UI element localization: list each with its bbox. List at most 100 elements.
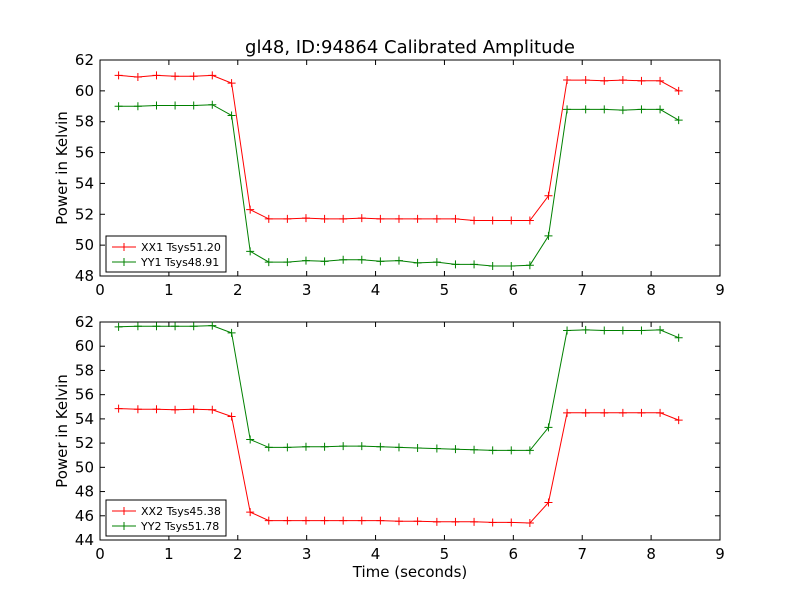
chart-title: gl48, ID:94864 Calibrated Amplitude — [245, 37, 575, 58]
data-point — [674, 416, 683, 425]
y-tick-label: 60 — [75, 82, 94, 100]
data-point — [470, 216, 479, 225]
data-point — [320, 257, 329, 266]
y-tick-label: 56 — [75, 144, 94, 162]
data-point — [339, 516, 348, 525]
data-point — [432, 444, 441, 453]
data-point — [525, 216, 534, 225]
data-point — [674, 116, 683, 125]
data-point — [451, 260, 460, 269]
data-point — [637, 326, 646, 335]
data-point — [618, 408, 627, 417]
data-point — [413, 214, 422, 223]
data-point — [227, 111, 236, 120]
data-point — [152, 101, 161, 110]
data-point — [171, 405, 180, 414]
data-point — [376, 257, 385, 266]
legend-box — [105, 235, 227, 273]
data-point — [600, 326, 609, 335]
data-point — [189, 405, 198, 414]
data-point — [227, 79, 236, 88]
data-point — [451, 517, 460, 526]
legend-marker — [120, 522, 128, 530]
data-point — [544, 191, 553, 200]
data-point — [152, 322, 161, 331]
data-point — [600, 105, 609, 114]
x-tick-label: 3 — [302, 281, 312, 299]
data-point — [152, 405, 161, 414]
y-tick-label: 46 — [75, 507, 94, 525]
data-point — [488, 216, 497, 225]
data-point — [227, 412, 236, 421]
legend-box — [105, 499, 227, 537]
data-point — [507, 446, 516, 455]
x-tick-label: 3 — [302, 545, 312, 563]
y-axis-label: Power in Kelvin — [53, 374, 71, 488]
data-point — [114, 71, 123, 80]
data-point — [656, 105, 665, 114]
y-tick-label: 56 — [75, 386, 94, 404]
data-point — [488, 518, 497, 527]
y-tick-label: 48 — [75, 267, 94, 285]
data-point — [133, 322, 142, 331]
data-point — [301, 516, 310, 525]
data-point — [581, 105, 590, 114]
plot-frame — [99, 321, 721, 541]
x-tick-label: 7 — [577, 545, 587, 563]
data-point — [189, 72, 198, 81]
data-point — [246, 508, 255, 517]
x-tick-label: 4 — [371, 545, 381, 563]
data-point — [283, 214, 292, 223]
data-point — [114, 404, 123, 413]
x-axis-label: Time (seconds) — [352, 563, 468, 581]
data-point — [432, 214, 441, 223]
x-tick-label: 8 — [646, 545, 656, 563]
data-point — [376, 214, 385, 223]
legend-marker — [120, 243, 128, 251]
data-point — [618, 76, 627, 85]
data-point — [656, 325, 665, 334]
data-point — [208, 100, 217, 109]
data-point — [544, 498, 553, 507]
legend-label: YY2 Tsys51.78 — [140, 520, 219, 533]
data-point — [581, 76, 590, 85]
x-tick-label: 1 — [164, 281, 174, 299]
y-tick-label: 58 — [75, 113, 94, 131]
data-point — [451, 445, 460, 454]
data-point — [544, 231, 553, 240]
x-tick-label: 2 — [233, 281, 243, 299]
y-tick-label: 44 — [75, 531, 94, 549]
y-tick-label: 54 — [75, 174, 94, 192]
data-point — [600, 76, 609, 85]
data-point — [264, 258, 273, 267]
data-point — [171, 101, 180, 110]
legend-marker — [120, 258, 128, 266]
data-point — [133, 102, 142, 111]
data-point — [637, 105, 646, 114]
data-point — [394, 256, 403, 265]
y-axis-label: Power in Kelvin — [53, 111, 71, 225]
y-tick-label: 50 — [75, 236, 94, 254]
y-tick-label: 52 — [75, 205, 94, 223]
data-point — [283, 258, 292, 267]
data-point — [246, 247, 255, 256]
data-point — [357, 442, 366, 451]
x-tick-label: 5 — [440, 281, 450, 299]
data-point — [470, 517, 479, 526]
legend-label: XX1 Tsys51.20 — [141, 241, 221, 254]
data-point — [674, 333, 683, 342]
data-point — [246, 205, 255, 214]
data-point — [581, 325, 590, 334]
y-tick-label: 58 — [75, 361, 94, 379]
data-point — [413, 443, 422, 452]
data-point — [114, 102, 123, 111]
x-tick-label: 8 — [646, 281, 656, 299]
data-point — [171, 72, 180, 81]
data-point — [470, 445, 479, 454]
x-tick-label: 7 — [577, 281, 587, 299]
data-point — [114, 322, 123, 331]
data-point — [544, 423, 553, 432]
data-point — [301, 442, 310, 451]
